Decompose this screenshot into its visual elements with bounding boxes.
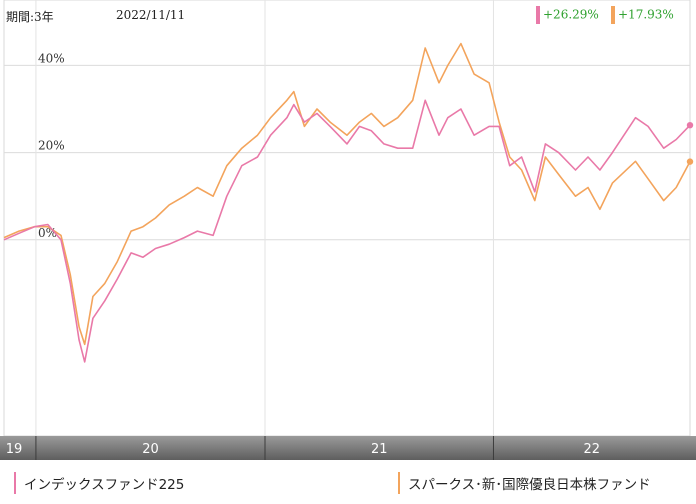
legend-item-series-1[interactable]: インデックスファンド225 bbox=[14, 472, 184, 494]
legend-swatch-series-2 bbox=[398, 472, 400, 494]
return-badge-series-1: +26.29% bbox=[536, 6, 599, 24]
legend-label-series-1: インデックスファンド225 bbox=[24, 477, 185, 493]
legend-swatch-series-1 bbox=[14, 472, 16, 494]
x-axis-band bbox=[0, 436, 696, 460]
return-value-series-2: +17.93% bbox=[618, 7, 674, 22]
x-tick-label: 20 bbox=[142, 442, 159, 457]
date-label: 2022/11/11 bbox=[116, 8, 186, 22]
y-tick-label: 40% bbox=[38, 51, 65, 65]
chart: 40% 20% 0% 19 20 21 22 bbox=[0, 0, 696, 460]
period-label: 期間:3年 bbox=[6, 10, 54, 24]
chart-svg: 40%20%0%19 20 21 22 bbox=[0, 0, 696, 460]
legend-label-series-2: スパークス･新･国際優良日本株ファンド bbox=[408, 477, 651, 493]
x-tick-label: 19 bbox=[6, 442, 23, 457]
return-badge-series-2: +17.93% bbox=[611, 6, 674, 24]
x-tick-label: 22 bbox=[583, 442, 600, 457]
series-2-color-marker bbox=[611, 6, 615, 24]
return-value-series-1: +26.29% bbox=[543, 7, 599, 22]
series-1-color-marker bbox=[536, 6, 540, 24]
series-line-2 bbox=[3, 42, 691, 346]
series-endpoint-1 bbox=[686, 121, 694, 129]
legend-item-series-2[interactable]: スパークス･新･国際優良日本株ファンド bbox=[398, 472, 651, 494]
x-tick-label: 21 bbox=[371, 442, 388, 457]
y-tick-label: 20% bbox=[38, 139, 65, 153]
series-endpoint-2 bbox=[686, 158, 694, 165]
series-line-1 bbox=[3, 99, 691, 363]
